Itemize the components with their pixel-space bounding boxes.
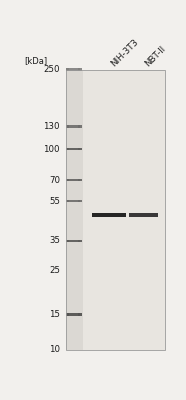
Bar [78, 200, 80, 202]
Text: 55: 55 [49, 197, 60, 206]
Bar [67, 313, 69, 316]
Text: 70: 70 [49, 176, 60, 185]
Bar [67, 179, 82, 182]
Bar [67, 240, 69, 242]
Bar [67, 200, 82, 202]
Bar [67, 68, 82, 71]
Bar [67, 148, 69, 150]
Text: [kDa]: [kDa] [25, 56, 48, 65]
Text: 10: 10 [49, 345, 60, 354]
Bar [67, 179, 69, 182]
Text: 15: 15 [49, 310, 60, 319]
Text: 100: 100 [44, 145, 60, 154]
Bar [67, 68, 69, 71]
Bar [83, 70, 165, 350]
Bar [67, 70, 165, 350]
Bar [67, 126, 82, 128]
Text: 25: 25 [49, 266, 60, 274]
Bar [78, 148, 80, 150]
Text: NIH-3T3: NIH-3T3 [109, 37, 140, 68]
Bar [92, 213, 126, 217]
Bar [78, 126, 80, 128]
Text: 130: 130 [44, 122, 60, 131]
Text: NBT-II: NBT-II [144, 44, 168, 68]
Bar [67, 148, 82, 150]
Bar [78, 179, 80, 182]
Bar [78, 240, 80, 242]
Bar [67, 126, 69, 128]
Text: 35: 35 [49, 236, 60, 245]
Bar [129, 213, 158, 217]
Text: 250: 250 [44, 65, 60, 74]
Bar [67, 240, 82, 242]
Bar [78, 313, 80, 316]
Bar [67, 200, 69, 202]
Bar [67, 313, 82, 316]
Bar [78, 68, 80, 71]
Bar [67, 70, 83, 350]
